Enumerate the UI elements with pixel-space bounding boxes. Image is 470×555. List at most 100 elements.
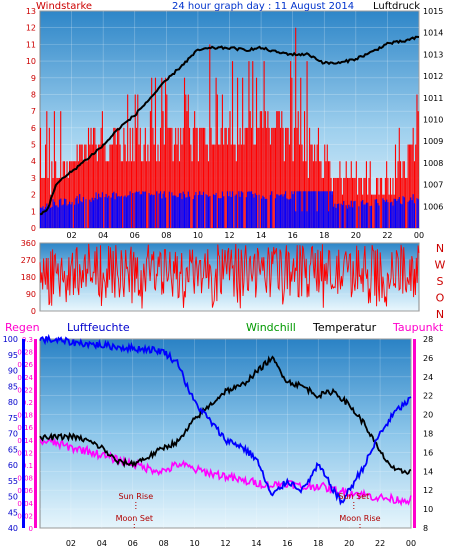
pressure-tick-label: 1006 [423, 202, 443, 211]
direction-tick-label: 90 [26, 290, 36, 299]
direction-line [39, 243, 420, 309]
time-tick-label: 16 [288, 231, 298, 240]
pressure-tick-label: 1012 [423, 72, 443, 81]
rain-tick-label: 0.1 [22, 462, 33, 470]
pressure-tick-label: 1009 [423, 137, 443, 146]
time-tick-label: 16 [282, 539, 292, 548]
humidity-tick-label: 50 [8, 493, 18, 502]
time-tick-label: 02 [66, 539, 76, 548]
rain-tick-label: 0.02 [17, 512, 33, 520]
dewpoint-legend: Taupunkt [392, 321, 444, 334]
time-tick-label: 14 [251, 539, 261, 548]
direction-tick-label: 180 [21, 273, 36, 282]
wind-tick-label: 4 [31, 157, 36, 166]
direction-tick-label: 360 [21, 239, 36, 248]
rain-tick-label: 0 [29, 525, 33, 533]
wind-tick-label: 9 [31, 74, 36, 83]
compass-label: O [436, 292, 445, 305]
rain-legend: Regen [5, 321, 40, 334]
temp-tick-label: 28 [423, 335, 433, 344]
pressure-tick-label: 1007 [423, 181, 443, 190]
moon-annotation: Moon Rise [339, 514, 380, 523]
time-tick-label: 10 [193, 231, 203, 240]
compass-label: S [437, 275, 444, 288]
direction-series [39, 243, 420, 309]
sun-annotation: Sun Set [338, 492, 369, 501]
compass-label: N [436, 242, 444, 255]
time-tick-label: 10 [189, 539, 199, 548]
rain-tick-label: 0.26 [17, 361, 33, 369]
temperature-legend: Temperatur [312, 321, 377, 334]
wind-tick-label: 5 [31, 141, 36, 150]
wind-axis-title: Windstarke [36, 1, 92, 12]
rain-tick-label: 0.14 [17, 437, 33, 445]
sun-annotation: Sun Rise [119, 492, 154, 501]
temp-tick-label: 18 [423, 430, 433, 439]
rain-tick-label: 0.04 [17, 500, 33, 508]
temp-tick-label: 24 [423, 373, 433, 382]
humidity-tick-label: 90 [8, 367, 18, 376]
rain-tick-label: 0.12 [17, 449, 33, 457]
wind-tick-label: 0 [31, 224, 36, 233]
wind-tick-label: 2 [31, 191, 36, 200]
climate-panel-background [39, 338, 412, 529]
wind-tick-label: 11 [26, 40, 36, 49]
rain-tick-label: 0.18 [17, 412, 33, 420]
direction-tick-label: 270 [21, 256, 36, 265]
wind-tick-label: 8 [31, 90, 36, 99]
time-tick-label: 04 [98, 231, 108, 240]
time-tick-label: 04 [97, 539, 107, 548]
time-tick-label: 02 [66, 231, 76, 240]
rain-tick-label: 0.22 [17, 386, 33, 394]
time-tick-label: 20 [344, 539, 354, 548]
wind-tick-label: 1 [31, 207, 36, 216]
pressure-tick-label: 1011 [423, 94, 443, 103]
humidity-tick-label: 80 [8, 398, 18, 407]
tick-labels: 0123456789101112131006100710081009101010… [3, 7, 446, 548]
humidity-tick-label: 65 [8, 445, 18, 454]
astro-markers: Sun Rise Sun Set Moon Set Moon Rise [116, 492, 381, 528]
humidity-axis-bar [22, 339, 25, 528]
temperature-line [39, 355, 412, 476]
temp-tick-label: 20 [423, 411, 433, 420]
windchill-line [39, 436, 412, 507]
time-tick-label: 12 [224, 231, 234, 240]
rain-tick-label: 0.28 [17, 349, 33, 357]
time-tick-label: 08 [159, 539, 169, 548]
pressure-axis-title: Luftdruck [373, 1, 420, 12]
time-tick-label: 12 [220, 539, 230, 548]
time-tick-label: 06 [130, 231, 140, 240]
humidity-tick-label: 100 [3, 335, 18, 344]
wind-tick-label: 7 [31, 107, 36, 116]
temp-tick-label: 14 [423, 467, 433, 476]
pressure-tick-label: 1010 [423, 116, 443, 125]
windchill-legend: Windchill [246, 321, 296, 334]
time-tick-label: 06 [128, 539, 138, 548]
time-tick-label: 22 [382, 231, 392, 240]
time-tick-label: 14 [256, 231, 266, 240]
pressure-tick-label: 1013 [423, 50, 443, 59]
time-tick-label: 20 [351, 231, 361, 240]
compass-label: N [436, 308, 444, 321]
wind-tick-label: 12 [26, 24, 36, 33]
wind-tick-label: 3 [31, 174, 36, 183]
pressure-tick-label: 1015 [423, 7, 443, 16]
humidity-tick-label: 75 [8, 414, 18, 423]
time-tick-label: 00 [406, 539, 416, 548]
wind-tick-label: 13 [26, 7, 36, 16]
temp-tick-label: 12 [423, 486, 433, 495]
direction-tick-label: 0 [31, 307, 36, 316]
compass-label: W [435, 259, 446, 272]
time-tick-label: 18 [319, 231, 329, 240]
temp-tick-label: 16 [423, 448, 433, 457]
temp-tick-label: 10 [423, 505, 433, 514]
temp-tick-label: 8 [423, 524, 428, 533]
pressure-line [39, 35, 420, 216]
graph-title: 24 hour graph day : 11 August 2014 [172, 1, 354, 12]
humidity-tick-label: 45 [8, 508, 18, 517]
pressure-tick-label: 1008 [423, 159, 443, 168]
pressure-tick-label: 1014 [423, 29, 443, 38]
rain-tick-label: 0.24 [17, 374, 33, 382]
